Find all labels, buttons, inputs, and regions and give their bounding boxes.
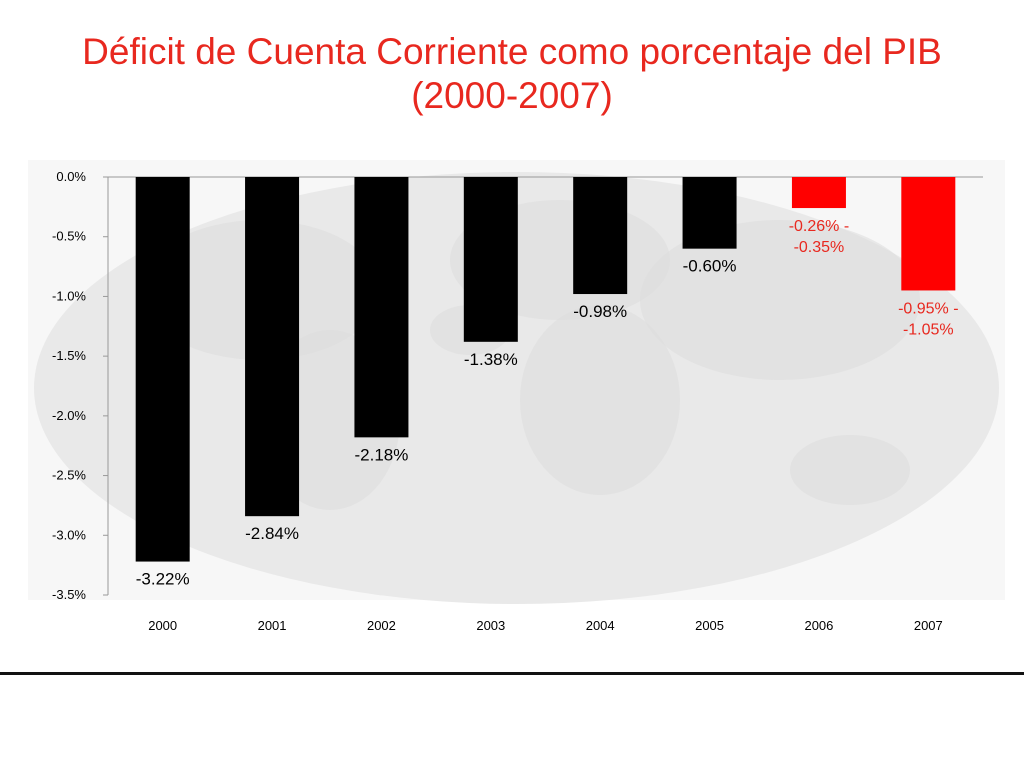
map-landmass — [790, 435, 910, 505]
bar — [791, 177, 846, 209]
data-label-line: -0.98% — [573, 302, 627, 321]
x-tick-label: 2003 — [476, 618, 505, 633]
data-label-line: -0.26% - — [789, 218, 849, 235]
y-tick-label: -1.0% — [52, 288, 86, 303]
bar — [463, 177, 518, 342]
chart-title: Déficit de Cuenta Corriente como porcent… — [0, 30, 1024, 118]
data-label-line: -3.22% — [136, 570, 190, 589]
y-tick-label: -2.5% — [52, 468, 86, 483]
data-label-line: -2.84% — [245, 524, 299, 543]
x-tick-label: 2005 — [695, 618, 724, 633]
data-label-line: -2.18% — [355, 445, 409, 464]
data-label: -2.18% — [355, 445, 409, 464]
map-landmass — [520, 305, 680, 495]
bar — [354, 177, 409, 438]
x-tick-label: 2004 — [586, 618, 615, 633]
bar — [573, 177, 628, 295]
x-tick-label: 2006 — [804, 618, 833, 633]
y-tick-label: -2.0% — [52, 408, 86, 423]
data-label: -1.38% — [464, 350, 518, 369]
data-label: -0.60% — [683, 257, 737, 276]
bottom-divider — [0, 672, 1024, 675]
bar — [901, 177, 956, 291]
data-label-line: -0.60% — [683, 257, 737, 276]
data-label: -0.26% - -0.35% — [789, 218, 849, 256]
map-landmass — [640, 220, 920, 380]
data-label-line: -0.95% - — [898, 300, 958, 317]
y-tick-label: -3.0% — [52, 527, 86, 542]
data-label-line: -1.38% — [464, 350, 518, 369]
bar — [682, 177, 737, 249]
y-tick-label: -0.5% — [52, 229, 86, 244]
data-label: -3.22% — [136, 570, 190, 589]
x-tick-label: 2001 — [258, 618, 287, 633]
y-tick-label: -1.5% — [52, 348, 86, 363]
x-tick-label: 2002 — [367, 618, 396, 633]
data-label-line: -1.05% — [903, 321, 954, 338]
y-tick-label: 0.0% — [56, 169, 86, 184]
x-tick-label: 2007 — [914, 618, 943, 633]
data-label: -2.84% — [245, 524, 299, 543]
data-label: -0.95% - -1.05% — [898, 300, 958, 338]
data-label-line: -0.35% — [794, 239, 845, 256]
chart-title-main: Déficit de Cuenta Corriente como porcent… — [82, 31, 942, 72]
data-label: -0.98% — [573, 302, 627, 321]
bar — [245, 177, 300, 517]
y-tick-label: -3.5% — [52, 587, 86, 602]
bar — [135, 177, 190, 562]
chart-title-years: (2000-2007) — [411, 75, 613, 116]
x-tick-label: 2000 — [148, 618, 177, 633]
